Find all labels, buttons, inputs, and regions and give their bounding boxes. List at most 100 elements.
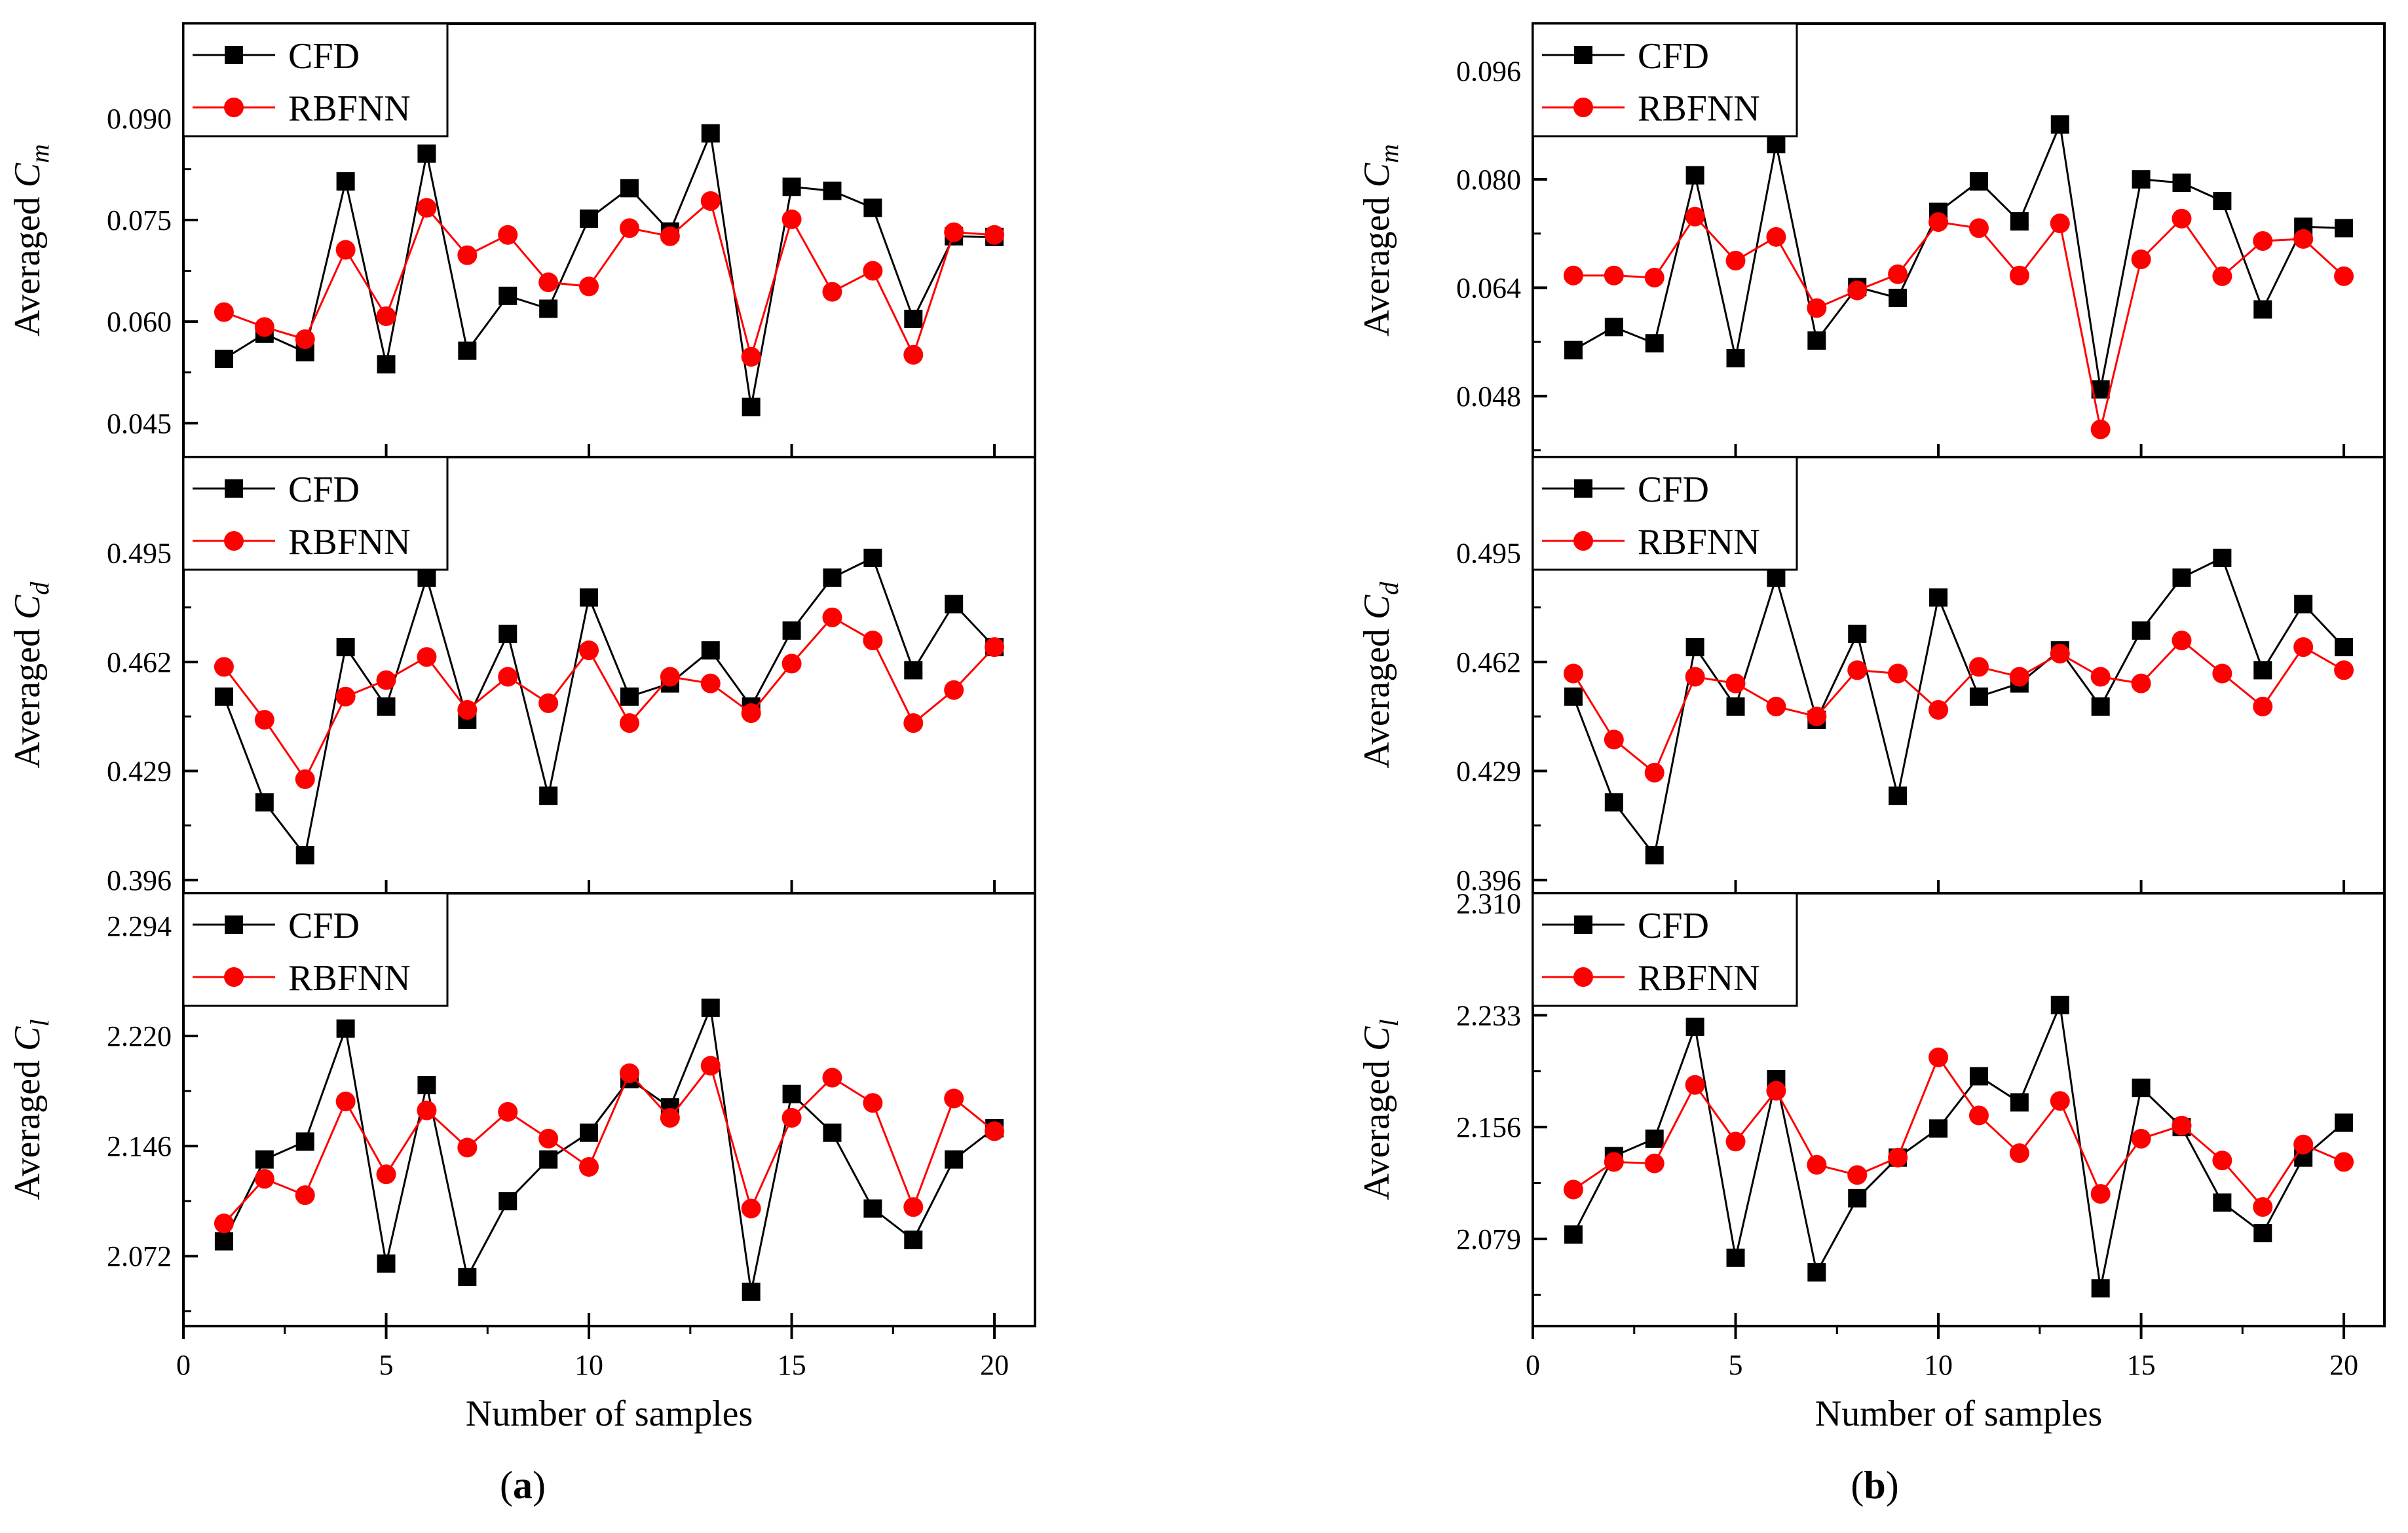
y-tick-label: 0.396 <box>1456 864 1521 896</box>
legend-box <box>1532 22 1798 138</box>
x-axis-title: Number of samples <box>466 1394 753 1434</box>
series-line-cfd <box>1572 1001 2345 1289</box>
rbfnn-point <box>498 225 518 245</box>
cfd-point <box>417 1076 436 1095</box>
rbfnn-point <box>1604 265 1624 286</box>
panel-caption: (a) <box>500 1464 546 1507</box>
legend-rbfnn-marker <box>1573 967 1593 987</box>
cfd-point <box>539 1150 558 1169</box>
rbfnn-point <box>1725 251 1746 271</box>
rbfnn-point <box>741 703 761 724</box>
cfd-point <box>2335 219 2354 238</box>
x-tick-label: 0 <box>1526 1349 1540 1381</box>
cfd-point <box>377 1254 396 1273</box>
cfd-point <box>458 341 477 360</box>
rbfnn-point <box>619 1063 639 1083</box>
cfd-point <box>2335 1113 2354 1132</box>
cfd-point <box>1685 638 1704 657</box>
rbfnn-point <box>1644 1153 1665 1173</box>
y-axis-title-symbol: C <box>1357 162 1397 187</box>
rbfnn-point <box>903 344 924 365</box>
y-tick-label: 0.396 <box>107 864 172 896</box>
legend-box <box>182 456 449 571</box>
cfd-point <box>1685 1018 1704 1037</box>
rbfnn-point <box>2212 663 2232 684</box>
cfd-point <box>2091 1279 2110 1298</box>
y-axis-title: Averaged Cl <box>7 1020 54 1200</box>
y-tick-label: 0.429 <box>107 755 172 787</box>
cfd-point <box>295 845 314 864</box>
legend-cfd-marker <box>1574 915 1592 934</box>
cfd-point <box>823 1123 842 1142</box>
y-axis-title-subscript: m <box>1374 144 1404 163</box>
subplot-a-l: 2.072 2.146 2.220 2.294 Averaged Cl CFD RBFNN <box>7 892 1036 1327</box>
cfd-point <box>2213 548 2232 567</box>
cfd-point <box>2213 192 2232 211</box>
rbfnn-point <box>579 276 599 297</box>
series-line-rbfnn <box>1572 638 2344 775</box>
subplot-b-l: 2.079 2.156 2.233 2.310 Averaged Cl CFD RBFNN <box>1357 888 2386 1327</box>
rbfnn-point <box>2212 266 2232 286</box>
rbfnn-point <box>660 1107 680 1128</box>
cfd-point <box>904 309 923 328</box>
rbfnn-point <box>2212 1151 2232 1171</box>
rbfnn-point <box>1725 673 1746 693</box>
y-tick-label: 2.310 <box>1456 888 1521 920</box>
y-tick-label: 0.495 <box>1456 537 1521 569</box>
cfd-point <box>620 687 639 706</box>
cfd-point <box>1929 1119 1948 1138</box>
panel-caption: (b) <box>1851 1464 1898 1507</box>
rbfnn-point <box>863 261 883 281</box>
legend: CFD RBFNN <box>1532 892 1798 1007</box>
y-axis-title-subscript: d <box>25 582 54 595</box>
cfd-point <box>701 124 720 143</box>
rbfnn-point <box>417 1100 437 1120</box>
y-tick-label: 2.072 <box>107 1240 172 1272</box>
plot-frame <box>182 892 1036 1327</box>
series-line-cfd <box>1572 556 2345 858</box>
rbfnn-point <box>1766 1080 1786 1101</box>
cfd-point <box>377 355 396 374</box>
rbfnn-point <box>1928 699 1949 720</box>
rbfnn-point <box>1563 663 1583 684</box>
rbfnn-point <box>619 218 639 238</box>
cfd-point <box>1645 845 1664 864</box>
x-tick-label: 5 <box>379 1349 394 1381</box>
y-axis-title: Averaged Cm <box>1357 144 1404 337</box>
y-tick-label: 0.048 <box>1456 380 1521 413</box>
cfd-point <box>904 661 923 680</box>
rbfnn-point <box>1847 280 1868 301</box>
rbfnn-point <box>335 1092 356 1112</box>
subplot-b-m: 0.048 0.064 0.080 0.096 Averaged Cm CFD RBFNN <box>1357 22 2386 458</box>
legend-rbfnn-label: RBFNN <box>1638 88 1760 129</box>
legend-rbfnn-label: RBFNN <box>1638 958 1760 999</box>
rbfnn-point <box>376 1164 396 1185</box>
cfd-point <box>2253 1224 2272 1243</box>
rbfnn-point <box>1847 1165 1868 1185</box>
rbfnn-point <box>1685 206 1705 227</box>
y-axis-title-symbol: C <box>7 162 48 187</box>
cfd-point <box>2253 300 2272 319</box>
rbfnn-point <box>254 710 274 730</box>
y-tick-label: 2.294 <box>107 910 172 942</box>
rbfnn-point <box>457 1137 478 1158</box>
rbfnn-point <box>2009 1143 2029 1164</box>
rbfnn-point <box>2009 667 2029 687</box>
y-axis-title-subscript: d <box>1374 582 1404 595</box>
rbfnn-point <box>2172 631 2192 651</box>
rbfnn-point <box>1968 657 1989 677</box>
rbfnn-point <box>1604 1152 1624 1172</box>
cfd-point <box>255 1150 274 1169</box>
rbfnn-point <box>1968 218 1989 238</box>
y-axis-title-symbol: C <box>1357 595 1397 619</box>
legend-rbfnn-label: RBFNN <box>288 958 411 999</box>
subplot-b-d: 0.396 0.429 0.462 0.495 Averaged Cd CFD RBFNN <box>1357 456 2386 896</box>
cfd-point <box>782 1084 801 1103</box>
legend-cfd-marker <box>225 479 243 498</box>
rbfnn-point <box>863 631 883 651</box>
rbfnn-point <box>579 640 599 661</box>
y-tick-label: 0.090 <box>107 103 172 135</box>
rbfnn-point <box>214 302 234 322</box>
cfd-point <box>863 1199 882 1218</box>
